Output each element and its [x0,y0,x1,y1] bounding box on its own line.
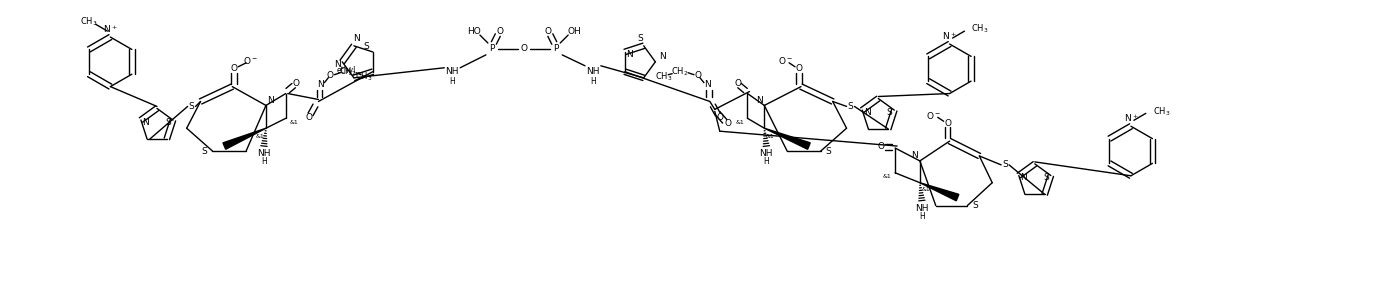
Text: O: O [717,113,724,122]
Text: O: O [944,119,951,128]
Text: &1: &1 [289,120,298,125]
Text: N: N [627,50,634,59]
Text: NH: NH [915,204,929,213]
Text: O: O [304,113,311,122]
Text: O: O [877,142,884,151]
Text: H: H [262,157,267,166]
Text: H: H [590,77,595,86]
Text: NH: NH [760,149,774,158]
Text: S: S [188,102,195,111]
Text: CH$_3$: CH$_3$ [356,70,372,83]
Text: &1: &1 [922,187,930,192]
Text: ethyl: ethyl [336,66,356,75]
Text: N: N [912,152,919,161]
Text: O$^-$: O$^-$ [778,55,793,66]
Text: CH$_3$: CH$_3$ [972,23,990,35]
Text: O: O [796,64,803,73]
Text: N$^+$: N$^+$ [1124,112,1138,124]
Text: HO: HO [468,27,480,36]
Text: O: O [292,79,299,88]
Text: &1: &1 [765,134,775,139]
Text: O$^-$: O$^-$ [242,55,257,66]
Text: N: N [756,96,763,105]
Text: S: S [165,118,170,127]
Text: S: S [1044,173,1049,182]
Text: N$^+$: N$^+$ [943,30,956,42]
Text: S: S [847,102,854,111]
Text: NH: NH [446,67,459,76]
Text: O: O [695,71,702,80]
Text: N: N [659,52,666,62]
Text: S: S [638,34,644,43]
Text: OH: OH [567,27,581,36]
Text: S: S [363,42,368,52]
Text: O: O [327,71,334,80]
Text: O: O [497,27,504,36]
Text: P: P [489,45,494,53]
Text: P: P [554,45,559,53]
Text: N: N [353,34,360,43]
Text: NH: NH [257,149,271,158]
Text: S: S [826,147,832,155]
Text: N: N [317,80,324,89]
Text: O: O [520,45,527,53]
Text: O: O [231,64,238,73]
Text: CH$_3$: CH$_3$ [80,16,97,28]
Text: O: O [734,79,740,88]
Text: CH$_2$: CH$_2$ [339,65,357,78]
Text: S: S [887,108,893,117]
Text: O: O [724,119,731,128]
Text: N: N [267,96,274,105]
Text: NH: NH [587,67,599,76]
Text: &1: &1 [883,174,891,179]
Text: CH$_3$: CH$_3$ [656,70,673,83]
Polygon shape [223,128,266,149]
Text: N: N [1020,173,1027,182]
Text: &1: &1 [735,120,745,125]
Text: N: N [143,118,149,127]
Text: H: H [764,157,770,166]
Text: CH$_2$: CH$_2$ [671,65,689,78]
Text: &1: &1 [256,134,264,139]
Text: H: H [919,212,925,221]
Text: N: N [334,60,340,69]
Text: H: H [450,77,455,86]
Text: N: N [704,80,711,89]
Text: O$^-$: O$^-$ [926,110,941,121]
Text: S: S [1002,160,1008,169]
Text: N: N [864,108,871,117]
Text: S: S [202,147,208,155]
Polygon shape [764,128,810,149]
Polygon shape [920,183,959,201]
Text: N$^+$: N$^+$ [102,23,118,35]
Text: O: O [545,27,552,36]
Text: S: S [973,201,978,210]
Text: CH$_3$: CH$_3$ [1153,105,1171,118]
